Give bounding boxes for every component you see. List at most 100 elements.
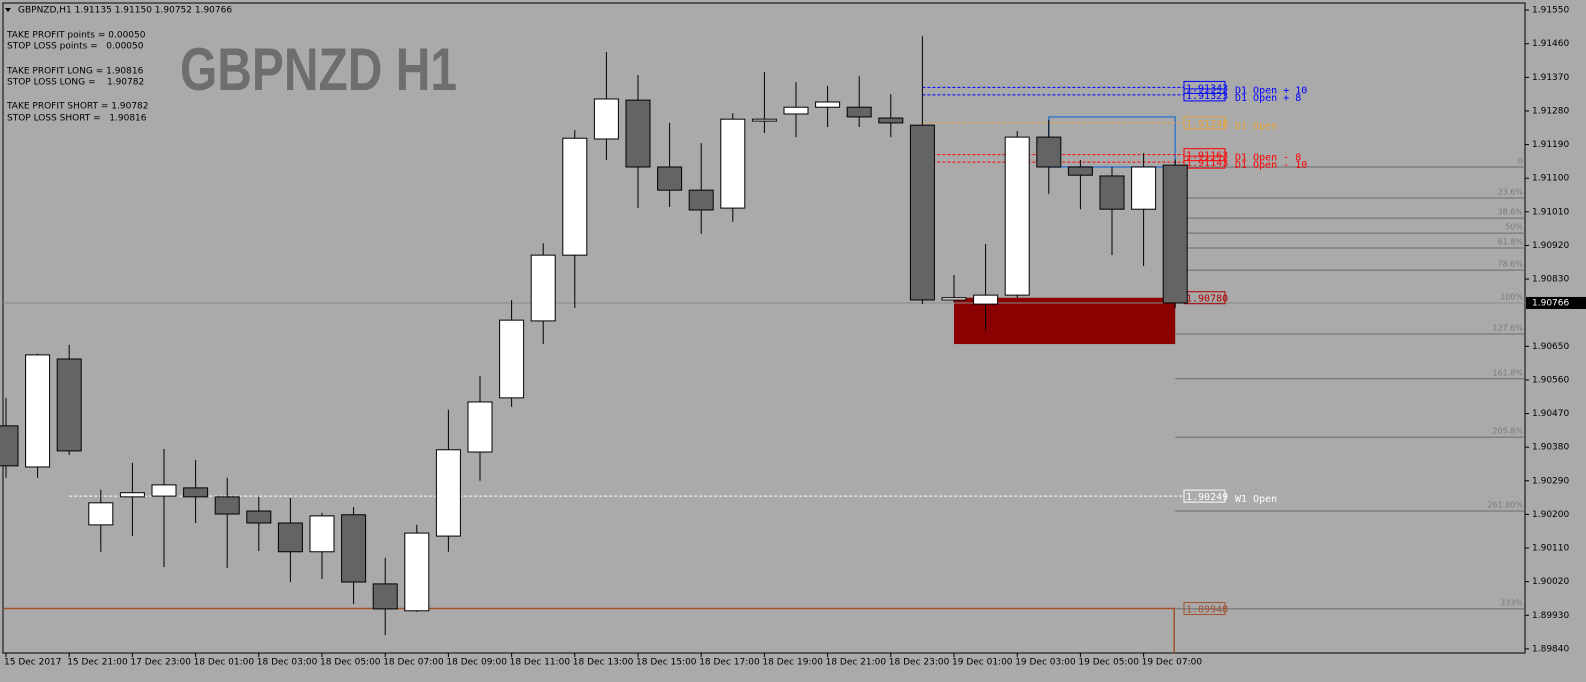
x-tick-label: 18 Dec 11:00 (510, 658, 571, 668)
candle-body (1004, 136, 1030, 296)
fib-label: 61.8% (1498, 238, 1524, 247)
last-price-tag (1526, 296, 1586, 309)
candle-body (119, 492, 145, 498)
y-tick-label: 1.91010 (1532, 207, 1569, 217)
candle-body (1131, 166, 1157, 210)
y-tick-label: 1.90650 (1532, 342, 1569, 352)
y-tick-label: 1.90290 (1532, 476, 1569, 486)
level-box (1183, 116, 1226, 130)
fib-label: 127.6% (1492, 323, 1523, 332)
y-tick-label: 1.91370 (1532, 73, 1569, 83)
candle-body (404, 532, 430, 612)
level-box (1183, 148, 1226, 162)
zone (954, 297, 1176, 345)
candle-body (246, 510, 272, 524)
y-tick-label: 1.90920 (1532, 241, 1569, 251)
candle-body (151, 484, 177, 497)
y-tick-label: 1.91460 (1532, 39, 1569, 49)
fib-label: 23.6% (1498, 188, 1524, 197)
candle-body (751, 118, 777, 122)
candle-body (815, 101, 841, 108)
candle-body (846, 106, 872, 118)
info-line: TAKE PROFIT points = 0.00050 (6, 31, 146, 41)
y-tick-label: 1.90830 (1532, 275, 1569, 285)
x-tick-label: 18 Dec 03:00 (257, 658, 318, 668)
fib-label: 333% (1500, 598, 1523, 607)
candle-body (25, 354, 51, 468)
level-box (1183, 80, 1226, 94)
info-line: TAKE PROFIT SHORT = 1.90782 (6, 102, 149, 112)
level-name: D1 Open - 8 (1235, 153, 1301, 164)
candle-body (183, 487, 209, 498)
fib-label: 78.6% (1498, 260, 1524, 269)
y-tick-label: 1.89930 (1532, 611, 1569, 621)
x-tick-label: 18 Dec 07:00 (383, 658, 444, 668)
menu-arrow[interactable] (5, 8, 11, 12)
x-tick-label: 18 Dec 13:00 (573, 658, 634, 668)
candle-body (878, 117, 904, 124)
y-tick-label: 1.90560 (1532, 375, 1569, 385)
y-tick-label: 1.90110 (1532, 544, 1569, 554)
x-tick-label: 19 Dec 03:00 (1015, 658, 1076, 668)
candle-body (909, 124, 935, 301)
x-tick-label: 18 Dec 01:00 (194, 658, 255, 668)
y-tick-label: 1.90020 (1532, 577, 1569, 587)
fib-label: 261.80% (1487, 501, 1523, 510)
level-name: D1 Open (1235, 121, 1277, 132)
y-tick-label: 1.90200 (1532, 510, 1569, 520)
x-tick-label: 17 Dec 23:00 (130, 658, 191, 668)
info-line: STOP LOSS SHORT = 1.90816 (7, 114, 147, 124)
candle-body (435, 449, 461, 537)
level-label: 1.91248 (1186, 119, 1228, 130)
level-box (1183, 489, 1226, 503)
candle-body (657, 166, 683, 191)
fib-label: 205.8% (1492, 427, 1523, 436)
candle-body (309, 515, 335, 553)
y-tick-label: 1.91190 (1532, 140, 1569, 150)
candle-body (941, 297, 967, 301)
candle-body (530, 254, 556, 322)
y-tick-label: 1.89840 (1532, 644, 1569, 654)
x-tick-label: 18 Dec 19:00 (762, 658, 823, 668)
level-name: D1 Open + 10 (1235, 85, 1307, 96)
candle-body (1036, 136, 1062, 168)
candle-body (0, 425, 19, 467)
info-line: TAKE PROFIT LONG = 1.90816 (6, 67, 144, 77)
x-tick-label: 15 Dec 2017 (4, 658, 62, 668)
level-name: W1 Open (1235, 494, 1277, 505)
fib-label: 0 (1518, 156, 1523, 165)
x-tick-label: 19 Dec 07:00 (1142, 658, 1203, 668)
candle-body (562, 137, 588, 256)
y-tick-label: 1.91100 (1532, 174, 1569, 184)
fib-label: 38.6% (1498, 208, 1524, 217)
y-tick-label: 1.90470 (1532, 409, 1569, 419)
y-tick-label: 1.91280 (1532, 106, 1569, 116)
info-line: STOP LOSS points = 0.00050 (7, 42, 144, 52)
candle-body (467, 401, 493, 453)
fib-label: 100% (1500, 292, 1523, 301)
x-tick-label: 18 Dec 21:00 (826, 658, 887, 668)
level-label: 1.91143 (1186, 158, 1228, 169)
chart-title: GBPNZD H1 (180, 36, 457, 103)
candle-body (277, 522, 303, 553)
candle-body (688, 189, 714, 211)
level-name: D1 Open - 10 (1235, 160, 1307, 171)
info-line: STOP LOSS LONG = 1.90782 (7, 78, 144, 88)
level-box (1183, 602, 1226, 616)
level-label: 1.90249 (1186, 492, 1228, 503)
candle-body (56, 358, 82, 452)
y-tick-label: 1.90380 (1532, 443, 1569, 453)
x-tick-label: 18 Dec 23:00 (889, 658, 950, 668)
header: GBPNZD,H1 1.91135 1.91150 1.90752 1.9076… (18, 6, 232, 16)
x-tick-label: 19 Dec 05:00 (1078, 658, 1139, 668)
x-tick-label: 18 Dec 17:00 (699, 658, 760, 668)
candle-body (88, 502, 114, 526)
candle-body (214, 496, 240, 515)
candle-body (973, 294, 999, 305)
candle-body (499, 319, 525, 399)
candle-body (1162, 164, 1188, 304)
x-tick-label: 18 Dec 15:00 (636, 658, 697, 668)
level-name: D1 Open + 8 (1235, 93, 1301, 104)
level-box (1183, 88, 1226, 102)
